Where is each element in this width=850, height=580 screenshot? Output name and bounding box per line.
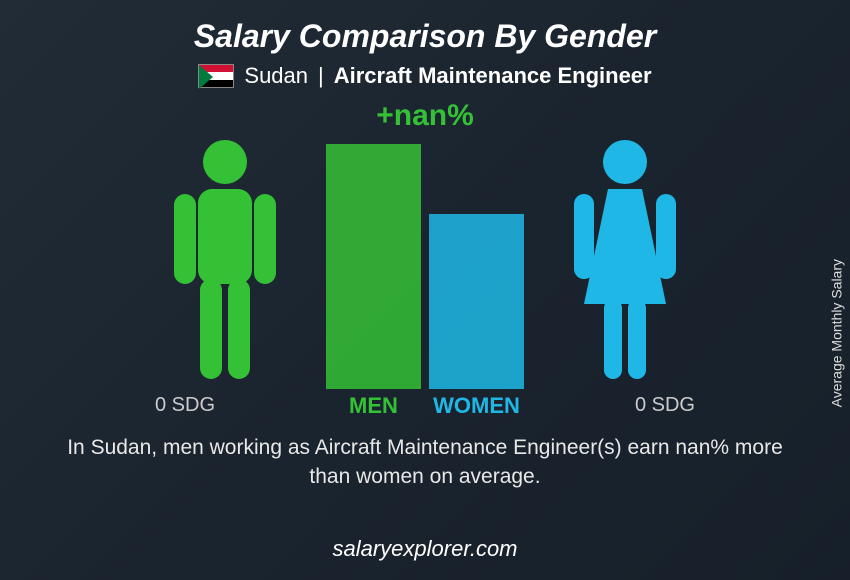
job-label: Aircraft Maintenance Engineer (334, 63, 652, 89)
bar-labels: MEN WOMEN (326, 393, 524, 419)
male-icon (160, 134, 290, 389)
bar-men (326, 144, 421, 389)
flag-icon (198, 64, 234, 88)
male-value: 0 SDG (155, 394, 215, 417)
bar-label-women: WOMEN (429, 393, 524, 419)
page-title: Salary Comparison By Gender (0, 18, 850, 55)
bars-container (326, 144, 524, 389)
y-axis-label: Average Monthly Salary (828, 259, 844, 407)
bar-label-men: MEN (326, 393, 421, 419)
description: In Sudan, men working as Aircraft Mainte… (0, 419, 850, 492)
country-label: Sudan (244, 63, 308, 89)
separator: | (318, 63, 324, 89)
flag-triangle (199, 65, 213, 89)
subtitle: Sudan | Aircraft Maintenance Engineer (0, 63, 850, 89)
footer-link[interactable]: salaryexplorer.com (0, 536, 850, 562)
female-value: 0 SDG (635, 394, 695, 417)
female-icon (560, 134, 690, 389)
pct-diff-label: +nan% (376, 99, 474, 133)
chart: +nan% (0, 99, 850, 419)
bar-women (429, 214, 524, 389)
